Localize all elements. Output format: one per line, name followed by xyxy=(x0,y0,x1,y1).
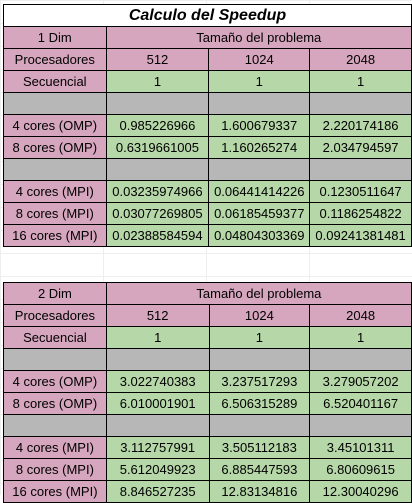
value-cell[interactable]: 0.06185459377 xyxy=(208,202,311,225)
separator-row xyxy=(3,348,412,371)
row-label-omp-4[interactable]: 4 cores (OMP) xyxy=(3,370,107,393)
empty-cell[interactable] xyxy=(3,92,107,115)
table-row: 4 cores (OMP) 3.022740383 3.237517293 3.… xyxy=(3,370,412,393)
value-cell[interactable]: 2.220174186 xyxy=(309,114,412,137)
size-header-1024[interactable]: 1024 xyxy=(208,304,311,327)
separator-row xyxy=(3,92,412,115)
value-cell[interactable]: 0.1230511647 xyxy=(309,180,412,203)
row-label-omp-8[interactable]: 8 cores (OMP) xyxy=(3,392,107,415)
value-cell[interactable]: 0.04804303369 xyxy=(208,224,311,247)
row-label-omp-4[interactable]: 4 cores (OMP) xyxy=(3,114,107,137)
value-cell[interactable]: 12.30040296 xyxy=(309,480,412,503)
sheet-title[interactable]: Calculo del Speedup xyxy=(3,4,412,27)
table-row: 4 cores (MPI) 0.03235974966 0.0644141422… xyxy=(3,180,412,203)
table-row: 8 cores (MPI) 0.03077269805 0.0618545937… xyxy=(3,202,412,225)
problem-size-header[interactable]: Tamaño del problema xyxy=(105,26,412,49)
row-label-mpi-4[interactable]: 4 cores (MPI) xyxy=(3,180,107,203)
dim-label-cell[interactable]: 1 Dim xyxy=(3,26,107,49)
table-row: 16 cores (MPI) 8.846527235 12.83134816 1… xyxy=(3,480,412,503)
empty-cell[interactable] xyxy=(309,348,412,371)
value-cell[interactable]: 0.03235974966 xyxy=(105,180,210,203)
value-cell[interactable]: 1 xyxy=(309,326,412,349)
row-label-mpi-16[interactable]: 16 cores (MPI) xyxy=(3,224,107,247)
value-cell[interactable]: 8.846527235 xyxy=(105,480,210,503)
table-row: 4 cores (MPI) 3.112757991 3.505112183 3.… xyxy=(3,436,412,459)
value-cell[interactable]: 2.034794597 xyxy=(309,136,412,159)
size-header-512[interactable]: 512 xyxy=(105,48,210,71)
empty-cell[interactable] xyxy=(309,92,412,115)
empty-cell[interactable] xyxy=(105,92,210,115)
value-cell[interactable]: 1 xyxy=(208,326,311,349)
processors-header[interactable]: Procesadores xyxy=(3,304,107,327)
value-cell[interactable]: 3.505112183 xyxy=(208,436,311,459)
row-label-sequential[interactable]: Secuencial xyxy=(3,70,107,93)
separator-row xyxy=(3,414,412,437)
value-cell[interactable]: 0.6319661005 xyxy=(105,136,210,159)
row-label-mpi-4[interactable]: 4 cores (MPI) xyxy=(3,436,107,459)
speedup-table-2d: 2 Dim Tamaño del problema Procesadores 5… xyxy=(3,282,412,503)
value-cell[interactable]: 1.160265274 xyxy=(208,136,311,159)
value-cell[interactable]: 5.612049923 xyxy=(105,458,210,481)
empty-cell[interactable] xyxy=(309,158,412,181)
table-row: Secuencial 1 1 1 xyxy=(3,70,412,93)
value-cell[interactable]: 3.237517293 xyxy=(208,370,311,393)
table-row: Secuencial 1 1 1 xyxy=(3,326,412,349)
value-cell[interactable]: 1 xyxy=(208,70,311,93)
row-label-sequential[interactable]: Secuencial xyxy=(3,326,107,349)
size-header-1024[interactable]: 1024 xyxy=(208,48,311,71)
value-cell[interactable]: 6.80609615 xyxy=(309,458,412,481)
value-cell[interactable]: 6.010001901 xyxy=(105,392,210,415)
dim-label-cell[interactable]: 2 Dim xyxy=(3,282,107,305)
value-cell[interactable]: 3.112757991 xyxy=(105,436,210,459)
row-label-mpi-8[interactable]: 8 cores (MPI) xyxy=(3,458,107,481)
value-cell[interactable]: 3.279057202 xyxy=(309,370,412,393)
value-cell[interactable]: 0.02388584594 xyxy=(105,224,210,247)
empty-cell[interactable] xyxy=(3,158,107,181)
value-cell[interactable]: 0.03077269805 xyxy=(105,202,210,225)
row-label-mpi-8[interactable]: 8 cores (MPI) xyxy=(3,202,107,225)
table-row: 8 cores (OMP) 0.6319661005 1.160265274 2… xyxy=(3,136,412,159)
value-cell[interactable]: 1 xyxy=(105,326,210,349)
size-header-2048[interactable]: 2048 xyxy=(309,48,412,71)
value-cell[interactable]: 0.09241381481 xyxy=(309,224,412,247)
processors-header[interactable]: Procesadores xyxy=(3,48,107,71)
empty-cell[interactable] xyxy=(208,158,311,181)
table-row: 4 cores (OMP) 0.985226966 1.600679337 2.… xyxy=(3,114,412,137)
value-cell[interactable]: 3.45101311 xyxy=(309,436,412,459)
size-header-2048[interactable]: 2048 xyxy=(309,304,412,327)
problem-size-header[interactable]: Tamaño del problema xyxy=(105,282,412,305)
value-cell[interactable]: 12.83134816 xyxy=(208,480,311,503)
empty-cell[interactable] xyxy=(3,414,107,437)
value-cell[interactable]: 6.520401167 xyxy=(309,392,412,415)
table-row: 8 cores (MPI) 5.612049923 6.885447593 6.… xyxy=(3,458,412,481)
empty-cell[interactable] xyxy=(105,348,210,371)
row-label-mpi-16[interactable]: 16 cores (MPI) xyxy=(3,480,107,503)
empty-cell[interactable] xyxy=(105,414,210,437)
empty-cell[interactable] xyxy=(105,158,210,181)
table-row: 8 cores (OMP) 6.010001901 6.506315289 6.… xyxy=(3,392,412,415)
table-row: 16 cores (MPI) 0.02388584594 0.048043033… xyxy=(3,224,412,247)
value-cell[interactable]: 1.600679337 xyxy=(208,114,311,137)
value-cell[interactable]: 3.022740383 xyxy=(105,370,210,393)
row-label-omp-8[interactable]: 8 cores (OMP) xyxy=(3,136,107,159)
empty-cell[interactable] xyxy=(3,348,107,371)
value-cell[interactable]: 0.1186254822 xyxy=(309,202,412,225)
empty-cell[interactable] xyxy=(208,414,311,437)
value-cell[interactable]: 6.506315289 xyxy=(208,392,311,415)
empty-cell[interactable] xyxy=(208,92,311,115)
speedup-table-1d: Calculo del Speedup 1 Dim Tamaño del pro… xyxy=(3,4,412,247)
separator-row xyxy=(3,158,412,181)
empty-cell[interactable] xyxy=(309,414,412,437)
value-cell[interactable]: 6.885447593 xyxy=(208,458,311,481)
empty-cell[interactable] xyxy=(208,348,311,371)
value-cell[interactable]: 0.06441414226 xyxy=(208,180,311,203)
value-cell[interactable]: 0.985226966 xyxy=(105,114,210,137)
size-header-512[interactable]: 512 xyxy=(105,304,210,327)
value-cell[interactable]: 1 xyxy=(105,70,210,93)
value-cell[interactable]: 1 xyxy=(309,70,412,93)
